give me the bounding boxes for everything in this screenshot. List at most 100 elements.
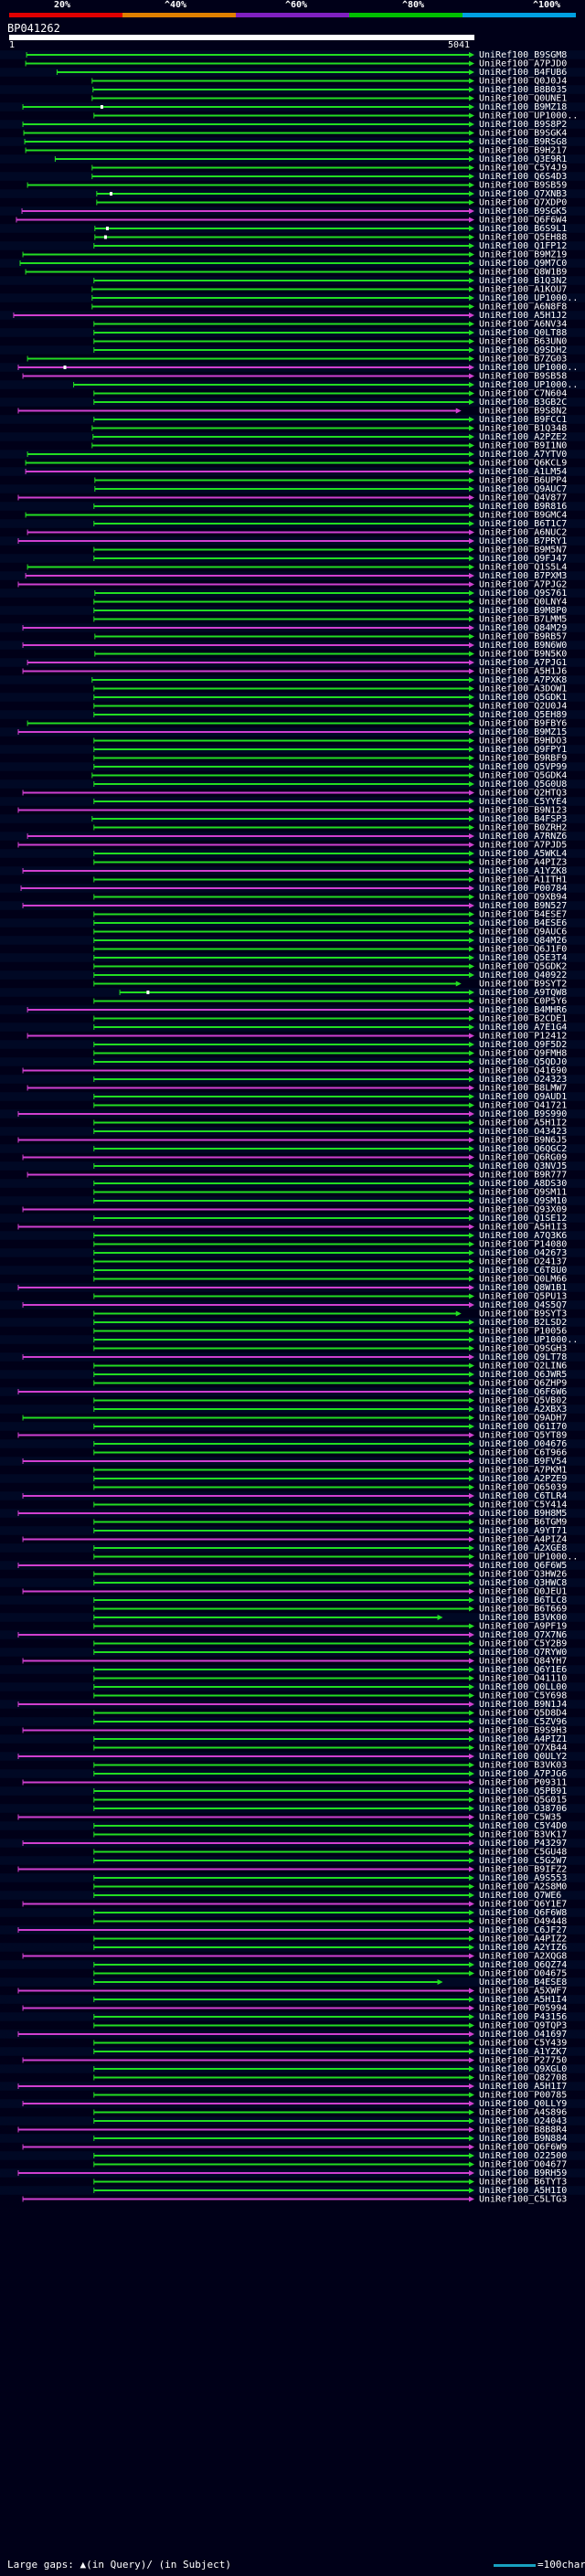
hit-label[interactable]: UniRef100_B9SYT3 (479, 1309, 567, 1320)
hit-label[interactable]: UniRef100_A7Q3K6 (479, 1231, 567, 1241)
hit-label[interactable]: UniRef100_Q5EH89 (479, 710, 567, 720)
hit-label[interactable]: UniRef100_B9H8M5 (479, 1509, 567, 1519)
hit-label[interactable]: UniRef100_Q4S5Q7 (479, 1300, 567, 1310)
hit-label[interactable]: UniRef100_Q93X09 (479, 1205, 567, 1215)
hit-label[interactable]: UniRef100_Q1S5L4 (479, 563, 567, 573)
hit-label[interactable]: UniRef100_P43156 (479, 2012, 567, 2022)
hit-label[interactable]: UniRef100_Q5EH88 (479, 233, 567, 243)
hit-label[interactable]: UniRef100_B9N527 (479, 901, 567, 911)
hit-label[interactable]: UniRef100_A9S553 (479, 1873, 567, 1883)
hit-label[interactable]: UniRef100_A7PXK8 (479, 675, 567, 685)
hit-label[interactable]: UniRef100_Q40922 (479, 970, 567, 981)
hit-label[interactable]: UniRef100_B8B8R4 (479, 2125, 567, 2136)
hit-label[interactable]: UniRef100_Q7XB44 (479, 1744, 567, 1754)
hit-label[interactable]: UniRef100_B9S990 (479, 1109, 567, 1119)
hit-label[interactable]: UniRef100_Q6F6W4 (479, 216, 567, 226)
hit-label[interactable]: UniRef100_B9FV54 (479, 1457, 567, 1467)
hit-label[interactable]: UniRef100_A7PJD0 (479, 59, 567, 69)
hit-label[interactable]: UniRef100_B9S9H3 (479, 1726, 567, 1736)
hit-label[interactable]: UniRef100_Q0JEU1 (479, 1587, 567, 1597)
hit-label[interactable]: UniRef100_UP1000.. (479, 111, 578, 122)
hit-label[interactable]: UniRef100_Q5GDK1 (479, 693, 567, 703)
hit-label[interactable]: UniRef100_C6T8U0 (479, 1266, 567, 1276)
hit-label[interactable]: UniRef100_Q9SM11 (479, 1188, 567, 1198)
hit-label[interactable]: UniRef100_Q9XB94 (479, 893, 567, 903)
hit-label[interactable]: UniRef100_Q5E3T4 (479, 953, 567, 963)
hit-label[interactable]: UniRef100_B2LSD2 (479, 1318, 567, 1328)
hit-label[interactable]: UniRef100_A1YZK7 (479, 2047, 567, 2057)
hit-label[interactable]: UniRef100_C5Y2B9 (479, 1639, 567, 1649)
hit-label[interactable]: UniRef100_Q0J0J4 (479, 77, 567, 87)
hit-label[interactable]: UniRef100_O42673 (479, 1248, 567, 1258)
hit-label[interactable]: UniRef100_A6NV34 (479, 320, 567, 330)
hit-label[interactable]: UniRef100_Q9AUC6 (479, 928, 567, 938)
hit-label[interactable]: UniRef100_C5Y4D0 (479, 1821, 567, 1831)
hit-label[interactable]: UniRef100_A1ITH1 (479, 875, 567, 885)
hit-label[interactable]: UniRef100_A5H1I4 (479, 1995, 567, 2005)
hit-label[interactable]: UniRef100_A6NUC2 (479, 528, 567, 538)
hit-label[interactable]: UniRef100_O22500 (479, 2151, 567, 2161)
hit-label[interactable]: UniRef100_A1KOU7 (479, 285, 567, 295)
hit-label[interactable]: UniRef100_Q6F6W8 (479, 1908, 567, 1918)
hit-label[interactable]: UniRef100_B6UPP4 (479, 476, 567, 486)
hit-label[interactable]: UniRef100_A7YTV0 (479, 450, 567, 460)
hit-label[interactable]: UniRef100_Q9F5D2 (479, 1040, 567, 1050)
hit-label[interactable]: UniRef100_Q8W1B9 (479, 268, 567, 278)
hit-label[interactable]: UniRef100_B9MZ15 (479, 727, 567, 737)
hit-label[interactable]: UniRef100_Q41721 (479, 1101, 567, 1111)
hit-label[interactable]: UniRef100_Q9FMH8 (479, 1049, 567, 1059)
hit-label[interactable]: UniRef100_C6JF27 (479, 1925, 567, 1935)
hit-label[interactable]: UniRef100_B9RBF9 (479, 754, 567, 764)
hit-label[interactable]: UniRef100_B9RH59 (479, 2168, 567, 2178)
hit-label[interactable]: UniRef100_Q65039 (479, 1483, 567, 1493)
hit-label[interactable]: UniRef100_A5WKL4 (479, 849, 567, 859)
hit-label[interactable]: UniRef100_P10056 (479, 1327, 567, 1337)
hit-label[interactable]: UniRef100_B9HDO3 (479, 737, 567, 747)
hit-label[interactable]: UniRef100_B6T1C7 (479, 519, 567, 529)
hit-label[interactable]: UniRef100_O38706 (479, 1804, 567, 1814)
hit-label[interactable]: UniRef100_Q0LNY4 (479, 598, 567, 608)
hit-label[interactable]: UniRef100_A5H1J6 (479, 667, 567, 677)
hit-label[interactable]: UniRef100_A5H1J2 (479, 311, 567, 321)
hit-label[interactable]: UniRef100_Q61I70 (479, 1422, 567, 1432)
hit-label[interactable]: UniRef100_O41110 (479, 1674, 567, 1684)
hit-label[interactable]: UniRef100_B3VK00 (479, 1613, 567, 1623)
hit-label[interactable]: UniRef100_B1Q3N2 (479, 276, 567, 286)
hit-label[interactable]: UniRef100_B1Q348 (479, 424, 567, 434)
hit-label[interactable]: UniRef100_P27750 (479, 2056, 567, 2066)
hit-label[interactable]: UniRef100_Q3HWC8 (479, 1578, 567, 1588)
hit-label[interactable]: UniRef100_C5Y414 (479, 1500, 567, 1511)
hit-label[interactable]: UniRef100_B9MZ18 (479, 102, 567, 112)
hit-label[interactable]: UniRef100_C5GU48 (479, 1848, 567, 1858)
hit-label[interactable]: UniRef100_Q9AUC7 (479, 484, 567, 494)
hit-label[interactable]: UniRef100_Q9LT78 (479, 1352, 567, 1362)
hit-label[interactable]: UniRef100_A5XWF7 (479, 1987, 567, 1997)
hit-label[interactable]: UniRef100_O24137 (479, 1257, 567, 1267)
hit-label[interactable]: UniRef100_B9SB59 (479, 181, 567, 191)
hit-label[interactable]: UniRef100_Q5PB91 (479, 1786, 567, 1797)
hit-label[interactable]: UniRef100_A1LM54 (479, 467, 567, 477)
hit-label[interactable]: UniRef100_C5YYE4 (479, 797, 567, 807)
hit-label[interactable]: UniRef100_A7PJG2 (479, 580, 567, 590)
hit-label[interactable]: UniRef100_Q5QDJ0 (479, 1057, 567, 1067)
hit-label[interactable]: UniRef100_B9SB58 (479, 372, 567, 382)
hit-label[interactable]: UniRef100_C5Y439 (479, 2039, 567, 2049)
hit-label[interactable]: UniRef100_Q9SM10 (479, 1196, 567, 1206)
hit-label[interactable]: UniRef100_Q6JWR5 (479, 1370, 567, 1380)
hit-label[interactable]: UniRef100_P00785 (479, 2091, 567, 2101)
hit-label[interactable]: UniRef100_B9R816 (479, 502, 567, 512)
hit-label[interactable]: UniRef100_C6TLR4 (479, 1491, 567, 1501)
hit-label[interactable]: UniRef100_B8B035 (479, 85, 567, 95)
hit-label[interactable]: UniRef100_P05994 (479, 2004, 567, 2014)
hit-label[interactable]: UniRef100_Q5G015 (479, 1796, 567, 1806)
hit-label[interactable]: UniRef100_B9N5K0 (479, 650, 567, 660)
hit-label[interactable]: UniRef100_B3GB2C (479, 398, 567, 408)
hit-label[interactable]: UniRef100_Q5YT89 (479, 1431, 567, 1441)
hit-label[interactable]: UniRef100_B0ZRH2 (479, 823, 567, 833)
hit-label[interactable]: UniRef100_A4PIZ4 (479, 1535, 567, 1545)
hit-label[interactable]: UniRef100_P12412 (479, 1032, 567, 1042)
hit-label[interactable]: UniRef100_Q0LT88 (479, 328, 567, 338)
hit-label[interactable]: UniRef100_A4PIZ2 (479, 1935, 567, 1945)
hit-label[interactable]: UniRef100_Q41690 (479, 1066, 567, 1076)
hit-label[interactable]: UniRef100_A4PIZ1 (479, 1734, 567, 1744)
